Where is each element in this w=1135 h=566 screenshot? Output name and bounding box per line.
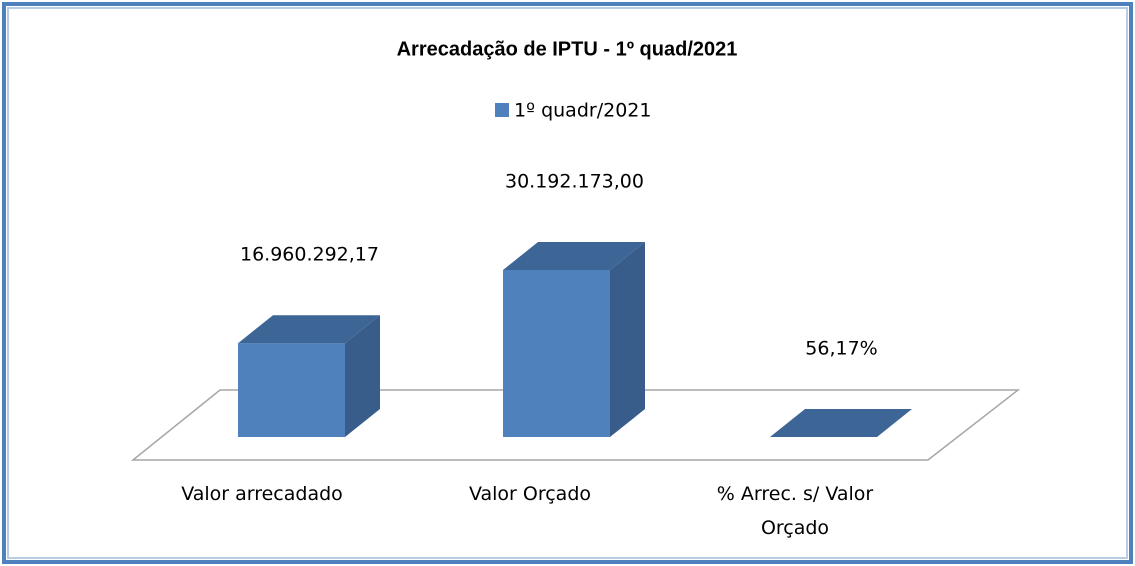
bar-top bbox=[503, 242, 645, 270]
bar bbox=[238, 343, 345, 437]
x-tick-label: % Arrec. s/ Valor Orçado bbox=[716, 483, 874, 539]
chart-title: Arrecadação de IPTU - 1º quad/2021 bbox=[397, 38, 738, 60]
bar-top bbox=[770, 408, 912, 437]
bar-side bbox=[345, 315, 380, 437]
legend-label: 1º quadr/2021 bbox=[514, 100, 651, 122]
bar-side bbox=[877, 408, 912, 437]
x-tick-label: Valor Orçado bbox=[468, 483, 592, 505]
x-tick-label: Valor arrecadado bbox=[181, 483, 343, 505]
bar-side bbox=[610, 242, 645, 437]
data-label: 56,17% bbox=[805, 337, 877, 359]
bar bbox=[503, 270, 610, 437]
data-label: 16.960.292,17 bbox=[240, 244, 379, 266]
data-label: 30.192.173,00 bbox=[505, 171, 644, 193]
legend-swatch bbox=[495, 103, 509, 117]
bar-top bbox=[238, 315, 380, 344]
frame-inner bbox=[7, 7, 1128, 559]
